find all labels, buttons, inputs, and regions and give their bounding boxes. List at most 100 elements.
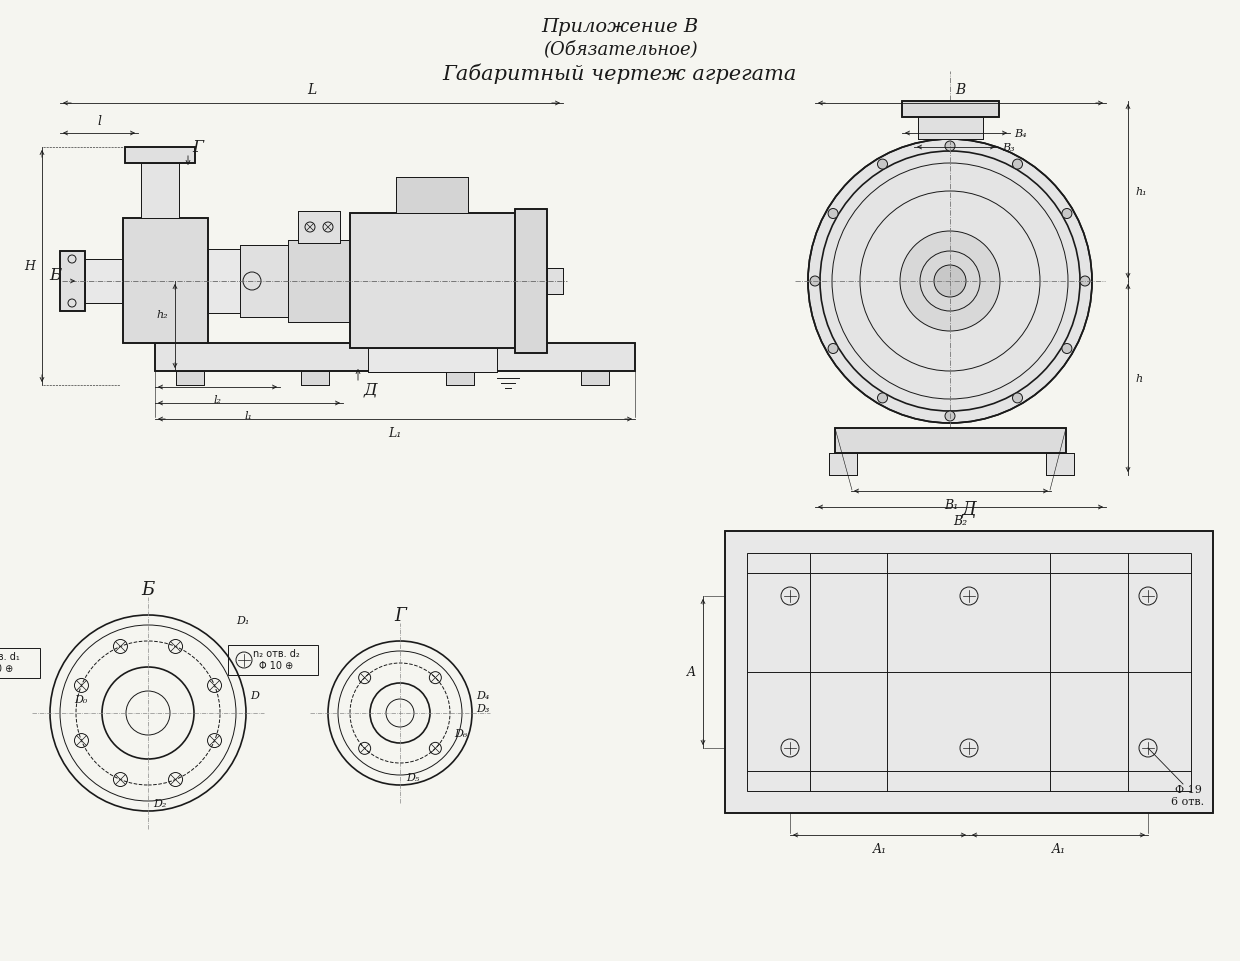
Circle shape	[828, 344, 838, 355]
Text: B: B	[955, 83, 966, 97]
Text: h₂: h₂	[156, 309, 167, 320]
Bar	[830, 454, 857, 476]
Text: B₃: B₃	[1002, 143, 1014, 153]
Text: (Обязательное): (Обязательное)	[543, 40, 697, 58]
Text: Приложение В: Приложение В	[542, 18, 698, 36]
Bar	[446, 372, 474, 385]
Text: D₂: D₂	[153, 799, 166, 808]
Bar	[125, 148, 195, 163]
Text: Г: Г	[192, 139, 203, 157]
Text: Φ 19: Φ 19	[1174, 784, 1202, 794]
Text: A: A	[687, 666, 696, 678]
Bar	[901, 102, 999, 118]
Circle shape	[1080, 277, 1090, 286]
Bar	[241, 246, 288, 318]
Bar	[446, 372, 474, 385]
Bar	[830, 454, 857, 476]
Text: 6 отв.: 6 отв.	[1172, 796, 1204, 806]
Text: Д: Д	[363, 382, 377, 398]
Bar	[547, 269, 563, 295]
Bar	[368, 349, 497, 373]
Bar	[155, 344, 635, 372]
Bar	[515, 209, 547, 354]
Circle shape	[1013, 393, 1023, 404]
Bar	[0, 649, 40, 678]
Bar	[582, 372, 609, 385]
Text: Φ 10 ⊕: Φ 10 ⊕	[0, 663, 14, 674]
Bar	[155, 344, 635, 372]
Bar	[298, 211, 340, 244]
Bar	[86, 259, 123, 304]
Circle shape	[1013, 160, 1023, 170]
Text: n₁ отв. d₁: n₁ отв. d₁	[0, 652, 20, 661]
Text: l: l	[97, 115, 100, 128]
Text: l₁: l₁	[246, 410, 253, 421]
Text: B₄: B₄	[1014, 129, 1027, 138]
Text: D₀: D₀	[74, 694, 87, 704]
Text: H: H	[24, 260, 35, 273]
Bar	[918, 118, 983, 140]
Text: A₁: A₁	[873, 842, 887, 855]
Text: n₂ отв. d₂: n₂ отв. d₂	[253, 649, 299, 658]
Bar	[746, 554, 1190, 791]
Text: L₁: L₁	[388, 427, 402, 439]
Text: D₁: D₁	[236, 615, 249, 626]
Bar	[208, 250, 241, 313]
Circle shape	[934, 266, 966, 298]
Bar	[298, 211, 340, 244]
Text: B₁: B₁	[944, 499, 959, 511]
Bar	[288, 241, 350, 323]
Circle shape	[945, 142, 955, 152]
Text: B₂: B₂	[954, 514, 967, 528]
Circle shape	[900, 232, 999, 332]
Bar	[86, 259, 123, 304]
Bar	[350, 213, 515, 349]
Text: Д: Д	[962, 501, 976, 519]
Bar	[301, 372, 329, 385]
Text: l₂: l₂	[213, 395, 222, 405]
Bar	[396, 178, 467, 213]
Text: Г: Г	[394, 606, 405, 625]
Bar	[176, 372, 205, 385]
Text: D₄: D₄	[476, 690, 490, 701]
Bar	[60, 252, 86, 311]
Bar	[141, 163, 179, 219]
Bar	[515, 209, 547, 354]
Circle shape	[810, 277, 820, 286]
Circle shape	[945, 411, 955, 422]
Text: D: D	[250, 690, 259, 701]
Bar	[835, 429, 1066, 454]
Bar	[582, 372, 609, 385]
Circle shape	[878, 393, 888, 404]
Bar	[208, 250, 241, 313]
Bar	[241, 246, 288, 318]
Text: Габаритный чертеж агрегата: Габаритный чертеж агрегата	[443, 63, 797, 85]
Bar	[368, 349, 497, 373]
Text: D₆: D₆	[454, 728, 467, 738]
Circle shape	[828, 209, 838, 219]
Bar	[176, 372, 205, 385]
Bar	[725, 531, 1213, 813]
Text: A₁: A₁	[1052, 842, 1065, 855]
Circle shape	[1061, 344, 1071, 355]
Bar	[141, 163, 179, 219]
Circle shape	[878, 160, 888, 170]
Bar	[228, 646, 317, 676]
Text: Б: Б	[141, 580, 155, 599]
Text: D₃: D₃	[476, 703, 490, 713]
Text: Φ 10 ⊕: Φ 10 ⊕	[259, 660, 293, 671]
Bar	[288, 241, 350, 323]
Text: Б: Б	[48, 267, 61, 284]
Text: h: h	[1135, 374, 1142, 383]
Bar	[547, 269, 563, 295]
Bar	[350, 213, 515, 349]
Bar	[60, 252, 86, 311]
Bar	[123, 219, 208, 344]
Text: D₅: D₅	[405, 773, 419, 782]
Circle shape	[808, 140, 1092, 424]
Bar	[918, 118, 983, 140]
Bar	[835, 429, 1066, 454]
Bar	[396, 178, 467, 213]
Bar	[1047, 454, 1074, 476]
Bar	[901, 102, 999, 118]
